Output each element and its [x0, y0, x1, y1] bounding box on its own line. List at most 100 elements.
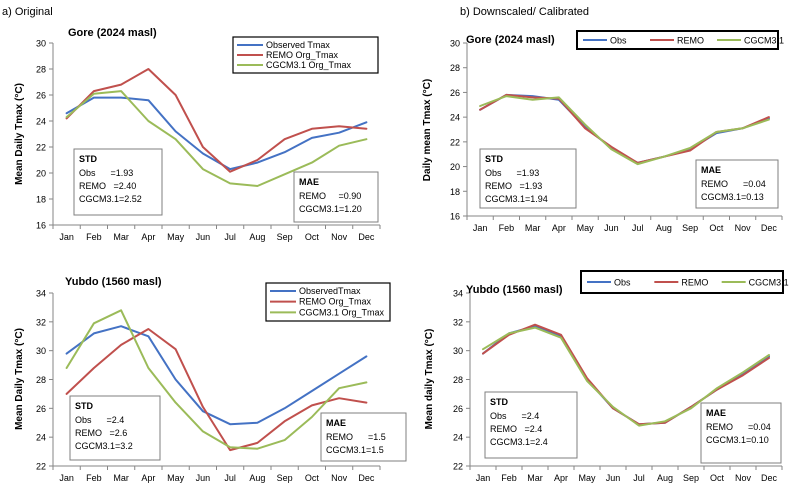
x-tick-label: Feb	[499, 223, 515, 233]
stats-box-frame	[695, 159, 779, 209]
y-tick-label: 24	[36, 117, 46, 127]
legend-box	[576, 30, 779, 50]
y-tick-label: 32	[453, 317, 463, 327]
x-tick-label: Aug	[656, 223, 672, 233]
stats-box-std: STD Obs =2.4 REMO =2.6 CGCM3.1=3.2	[69, 395, 161, 461]
x-tick-label: Jan	[476, 473, 491, 483]
x-tick-label: Dec	[761, 223, 778, 233]
y-tick-label: 18	[450, 187, 460, 197]
stats-box-mae: MAE REMO =1.5 CGCM3.1=1.5	[320, 412, 407, 462]
stats-box-title: MAE	[701, 165, 721, 175]
stats-box-std: STD Obs =1.93 REMO =1.93 CGCM3.1=1.94	[479, 148, 577, 209]
stats-box-line: CGCM3.1=2.4	[490, 437, 548, 447]
y-tick-label: 26	[450, 88, 460, 98]
x-tick-label: Dec	[358, 232, 375, 242]
x-tick-label: Feb	[86, 473, 102, 483]
stats-box-line: REMO =0.04	[701, 179, 766, 189]
y-tick-label: 34	[36, 289, 46, 299]
x-tick-label: Apr	[554, 473, 568, 483]
x-tick-label: Apr	[141, 473, 155, 483]
stats-box-frame	[320, 412, 407, 462]
stats-box-frame	[700, 402, 782, 464]
x-tick-label: Aug	[249, 473, 265, 483]
legend-label: CGCM3.1	[749, 278, 789, 288]
stats-box-line: REMO =1.93	[485, 181, 542, 191]
x-tick-label: Feb	[501, 473, 517, 483]
legend-box	[580, 270, 784, 294]
y-tick-label: 22	[450, 137, 460, 147]
legend-label: CGCM3.1	[744, 36, 784, 46]
x-tick-label: Jun	[606, 473, 621, 483]
stats-box-line: Obs =2.4	[490, 411, 539, 421]
x-tick-label: Apr	[552, 223, 566, 233]
chart-title: Gore (2024 masl)	[466, 34, 555, 46]
stats-box-mae: MAE REMO =0.90 CGCM3.1=1.20	[293, 171, 379, 223]
x-tick-label: Mar	[113, 232, 129, 242]
legend: Obs REMO CGCM3.1	[576, 30, 784, 50]
x-tick-label: Jun	[196, 473, 211, 483]
stats-box-line: REMO =2.4	[490, 424, 542, 434]
y-tick-label: 28	[36, 65, 46, 75]
stats-box-frame	[484, 391, 578, 459]
x-tick-label: Jan	[473, 223, 488, 233]
y-tick-label: 28	[450, 63, 460, 73]
legend-label: Observed Tmax	[266, 40, 330, 50]
stats-box-line: CGCM3.1=3.2	[75, 441, 133, 451]
series-line-2	[65, 68, 368, 173]
y-tick-label: 18	[36, 195, 46, 205]
y-tick-label: 20	[36, 169, 46, 179]
x-tick-label: Mar	[525, 223, 541, 233]
stats-box-line: CGCM3.1=0.13	[701, 192, 764, 202]
stats-box-frame	[293, 171, 379, 223]
chart-title: Yubdo (1560 masl)	[466, 284, 563, 296]
stats-box-mae: MAE REMO =0.04 CGCM3.1=0.10	[700, 402, 782, 464]
x-tick-label: Feb	[86, 232, 102, 242]
stats-box-title: STD	[75, 401, 94, 411]
y-tick-label: 28	[453, 375, 463, 385]
y-tick-label: 26	[36, 91, 46, 101]
y-tick-label: 24	[36, 433, 46, 443]
x-tick-label: Aug	[249, 232, 265, 242]
stats-box-line: REMO =1.5	[326, 432, 386, 442]
stats-box-line: REMO =2.40	[79, 181, 136, 191]
panel-label-right: b) Downscaled/ Calibrated	[460, 6, 589, 18]
x-tick-label: Dec	[761, 473, 778, 483]
stats-box-frame	[479, 148, 577, 209]
legend-label: REMO Org_Tmax	[299, 297, 372, 307]
legend-label: REMO	[681, 278, 708, 288]
x-tick-label: May	[577, 223, 595, 233]
chart-yubdo-original: 22 24 26 28 30 32 34 Jan Feb Mar Apr May Jun Jul Aug Se…	[14, 276, 407, 483]
x-tick-label: Oct	[710, 473, 725, 483]
y-tick-label: 30	[453, 346, 463, 356]
x-tick-label: Nov	[331, 473, 348, 483]
y-tick-label: 30	[36, 346, 46, 356]
legend-label: CGCM3.1 Org_Tmax	[299, 307, 385, 317]
stats-box-line: CGCM3.1=2.52	[79, 194, 142, 204]
chart-gore-calibrated: 16 18 20 22 24 26 28 30 Jan Feb Mar Apr May Jun Jul Aug…	[422, 30, 784, 233]
x-tick-label: Nov	[331, 232, 348, 242]
series-line-3	[65, 309, 368, 450]
x-tick-label: May	[167, 473, 185, 483]
x-tick-label: Mar	[527, 473, 543, 483]
x-tick-label: Jun	[196, 232, 211, 242]
stats-box-line: Obs =1.93	[79, 168, 133, 178]
y-axis-label: Mean daily Tmax (°C)	[424, 329, 435, 430]
x-tick-label: Aug	[657, 473, 673, 483]
x-tick-label: Jan	[59, 232, 74, 242]
stats-box-line: REMO =2.6	[75, 428, 127, 438]
chart-title: Gore (2024 masl)	[68, 27, 157, 39]
x-tick-label: Jul	[224, 473, 236, 483]
y-tick-label: 22	[36, 143, 46, 153]
series-line-3	[65, 90, 368, 187]
stats-box-frame	[73, 148, 163, 216]
y-tick-label: 30	[450, 39, 460, 49]
stats-box-mae: MAE REMO =0.04 CGCM3.1=0.13	[695, 159, 779, 209]
legend-label: CGCM3.1 Org_Tmax	[266, 60, 352, 70]
x-tick-label: Jul	[632, 223, 644, 233]
stats-box-title: STD	[490, 397, 509, 407]
x-tick-label: Dec	[358, 473, 375, 483]
chart-gore-original: 16 18 20 22 24 26 28 30 Jan Feb Mar Apr May Jun Jul Aug…	[14, 27, 381, 242]
y-tick-label: 26	[453, 404, 463, 414]
